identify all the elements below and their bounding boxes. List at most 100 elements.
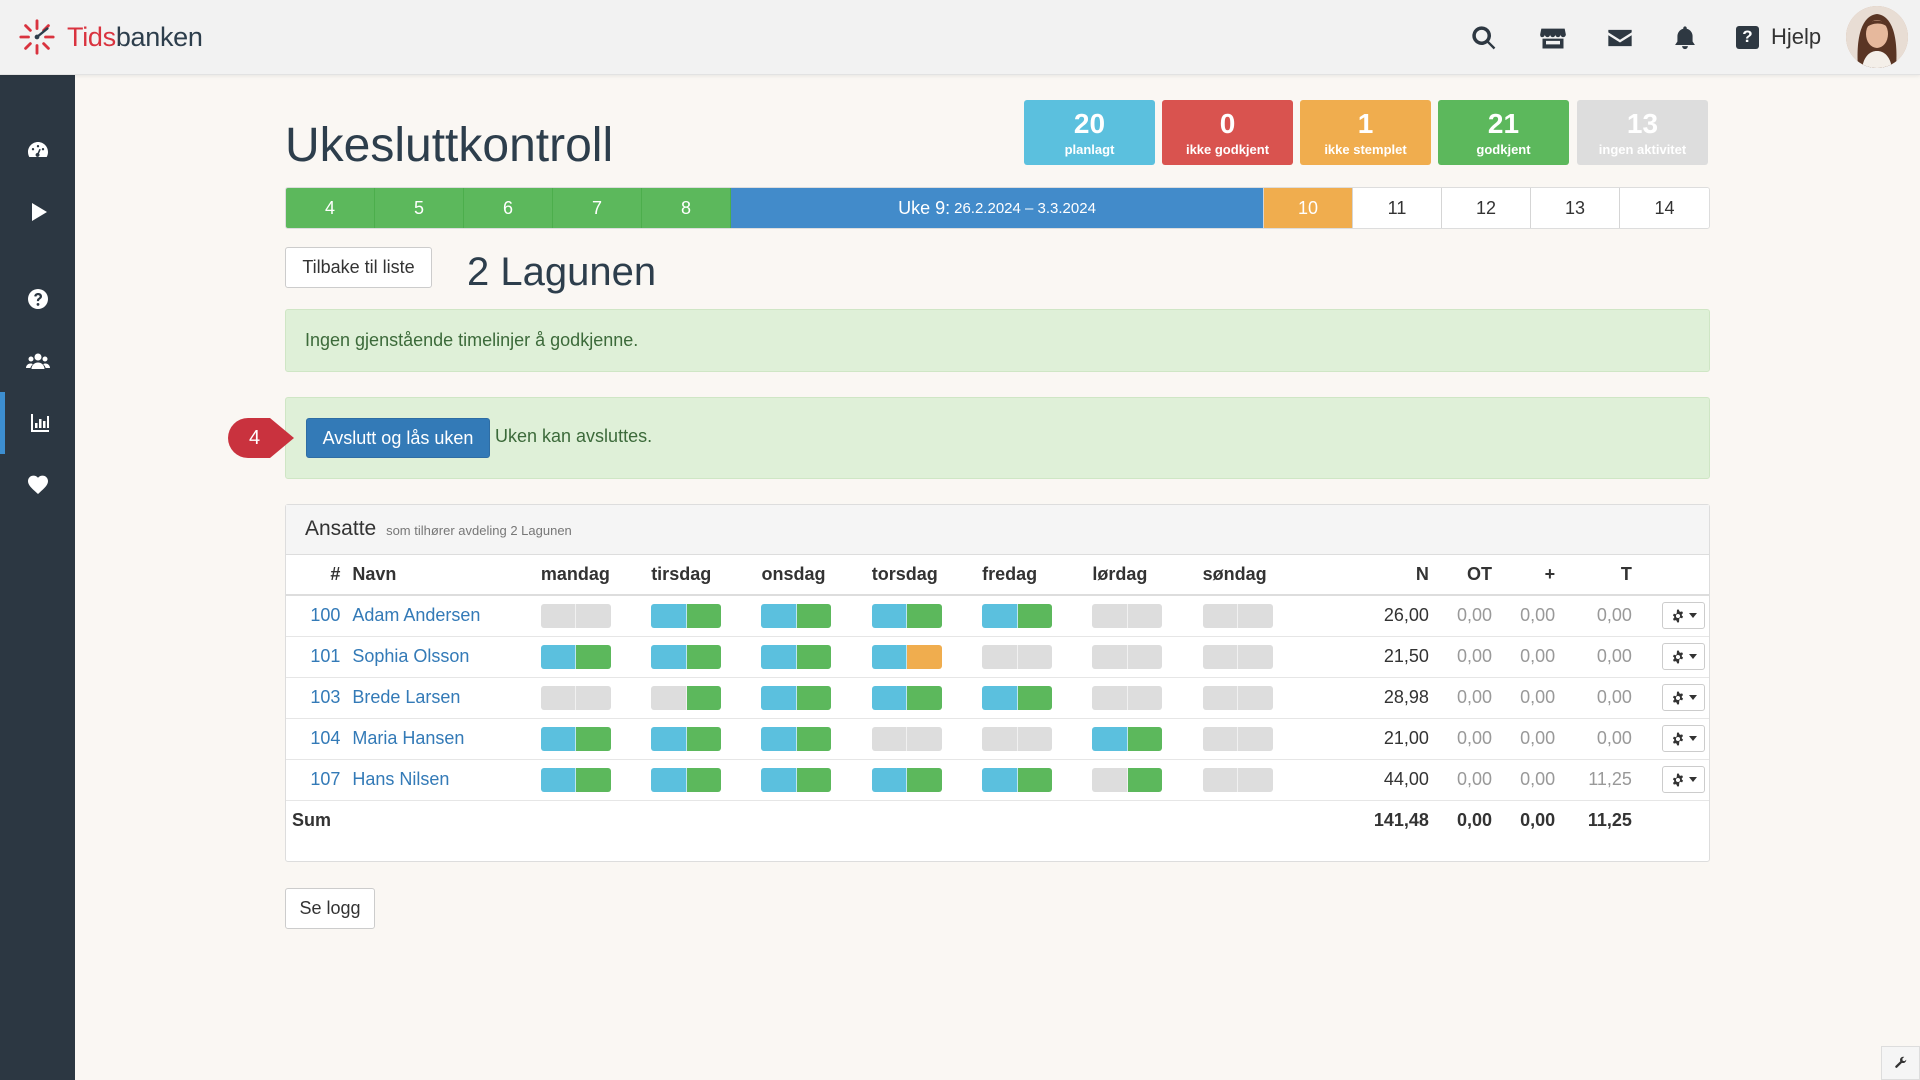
sidebar-item-dashboard[interactable]	[0, 119, 75, 181]
day-status-pill[interactable]	[1092, 685, 1163, 710]
day-status-pill[interactable]	[761, 685, 832, 710]
day-status-pill[interactable]	[1202, 603, 1273, 628]
search-icon[interactable]	[1468, 22, 1500, 54]
sum-T: 11,25	[1587, 809, 1632, 830]
day-status-pill[interactable]	[651, 644, 722, 669]
stat-planlagt[interactable]: 20 planlagt	[1024, 100, 1155, 165]
day-status-pill[interactable]	[1202, 685, 1273, 710]
sidebar-item-favorites[interactable]	[0, 454, 75, 516]
hours-overtime: 0,00	[1428, 718, 1492, 760]
help-link[interactable]: ? Hjelp	[1736, 24, 1821, 50]
pill-actual-segment	[1238, 644, 1273, 669]
employee-name[interactable]: Brede Larsen	[352, 677, 541, 719]
panel-heading: Ansatte som tilhører avdeling 2 Lagunen	[286, 505, 1709, 555]
stat-godkjent[interactable]: 21 godkjent	[1438, 100, 1569, 165]
pill-actual-segment	[686, 685, 722, 710]
pill-actual-segment	[1127, 603, 1163, 628]
bell-icon[interactable]	[1669, 22, 1701, 54]
row-actions-dropdown[interactable]	[1662, 725, 1705, 752]
back-to-list-button[interactable]: Tilbake til liste	[285, 247, 432, 288]
row-actions-dropdown[interactable]	[1662, 602, 1705, 630]
day-status-pill[interactable]	[1092, 603, 1163, 628]
day-status-pill[interactable]	[1202, 644, 1273, 669]
day-status-pill[interactable]	[1092, 644, 1163, 669]
can-close-text: Uken kan avsluttes.	[495, 426, 653, 446]
employee-name[interactable]: Maria Hansen	[352, 718, 541, 760]
day-status-pill[interactable]	[982, 726, 1053, 751]
sidebar-item-employees[interactable]	[0, 330, 75, 392]
week-14[interactable]: 14	[1620, 188, 1709, 228]
week-7[interactable]: 7	[553, 188, 642, 228]
store-icon[interactable]	[1537, 22, 1569, 54]
employee-name[interactable]: Sophia Olsson	[352, 636, 541, 678]
sidebar-item-reports[interactable]	[0, 392, 75, 454]
week-13[interactable]: 13	[1531, 188, 1620, 228]
day-status-pill[interactable]	[982, 644, 1053, 669]
day-cell-onsdag	[761, 636, 872, 678]
caret-down-icon	[1688, 695, 1697, 700]
day-status-pill[interactable]	[871, 767, 942, 792]
week-12[interactable]: 12	[1442, 188, 1531, 228]
day-status-pill[interactable]	[1092, 726, 1163, 751]
day-cell-tirsdag	[651, 595, 762, 637]
pill-actual-segment	[907, 685, 942, 710]
week-6[interactable]: 6	[464, 188, 553, 228]
day-status-pill[interactable]	[871, 603, 942, 628]
day-status-pill[interactable]	[871, 726, 942, 751]
day-status-pill[interactable]	[540, 726, 611, 751]
row-actions-dropdown[interactable]	[1662, 766, 1705, 793]
week-navigation: 4 5 6 7 8 Uke 9: 26.2.2024 – 3.3.2024 10…	[285, 187, 1710, 229]
day-status-pill[interactable]	[982, 767, 1053, 792]
day-status-pill[interactable]	[540, 767, 611, 792]
row-actions-dropdown[interactable]	[1662, 643, 1705, 670]
day-status-pill[interactable]	[540, 603, 611, 628]
employee-number[interactable]: 107	[286, 759, 353, 801]
employee-number[interactable]: 103	[286, 677, 353, 719]
day-status-pill[interactable]	[651, 685, 722, 710]
day-status-pill[interactable]	[871, 685, 942, 710]
day-status-pill[interactable]	[651, 767, 722, 792]
day-cell-torsdag	[871, 677, 983, 719]
day-status-pill[interactable]	[761, 726, 832, 751]
employee-name[interactable]: Adam Andersen	[352, 595, 541, 637]
day-status-pill[interactable]	[540, 685, 611, 710]
day-status-pill[interactable]	[761, 644, 832, 669]
spacer-cell	[1312, 636, 1360, 678]
actions-cell	[1631, 718, 1709, 760]
day-status-pill[interactable]	[982, 603, 1053, 628]
tidsbanken-logo[interactable]: Tidsbanken	[18, 18, 203, 56]
week-5[interactable]: 5	[375, 188, 464, 228]
stat-ikke-stemplet[interactable]: 1 ikke stemplet	[1300, 100, 1431, 165]
day-status-pill[interactable]	[1092, 767, 1163, 792]
user-avatar[interactable]	[1846, 6, 1908, 68]
row-actions-dropdown[interactable]	[1662, 684, 1705, 711]
day-status-pill[interactable]	[651, 726, 722, 751]
employee-number[interactable]: 101	[286, 636, 353, 678]
stat-ikke-godkjent[interactable]: 0 ikke godkjent	[1162, 100, 1293, 165]
view-log-button[interactable]: Se logg	[285, 888, 375, 929]
day-status-pill[interactable]	[1202, 726, 1273, 751]
week-11[interactable]: 11	[1353, 188, 1442, 228]
week-8[interactable]: 8	[642, 188, 731, 228]
day-status-pill[interactable]	[1202, 767, 1273, 792]
week-9-current[interactable]: Uke 9: 26.2.2024 – 3.3.2024	[731, 188, 1264, 228]
employee-number[interactable]: 104	[286, 718, 353, 760]
week-10[interactable]: 10	[1264, 188, 1353, 228]
day-status-pill[interactable]	[982, 685, 1053, 710]
stat-ingen-aktivitet[interactable]: 13 ingen aktivitet	[1577, 100, 1708, 165]
envelope-icon[interactable]	[1604, 22, 1636, 54]
stat-godkjent-label: godkjent	[1476, 142, 1531, 157]
day-status-pill[interactable]	[871, 644, 942, 669]
caret-down-icon	[1688, 613, 1697, 619]
employee-number[interactable]: 100	[286, 595, 353, 637]
employee-name[interactable]: Hans Nilsen	[352, 759, 541, 801]
day-status-pill[interactable]	[761, 603, 832, 628]
week-4[interactable]: 4	[286, 188, 375, 228]
wrench-button[interactable]	[1881, 1046, 1920, 1080]
close-and-lock-week-button[interactable]: Avslutt og lås uken	[306, 418, 490, 458]
sidebar-item-help[interactable]	[0, 268, 75, 330]
sidebar-item-play[interactable]	[0, 181, 75, 243]
day-status-pill[interactable]	[540, 644, 611, 669]
day-status-pill[interactable]	[761, 767, 832, 792]
day-status-pill[interactable]	[651, 603, 722, 628]
